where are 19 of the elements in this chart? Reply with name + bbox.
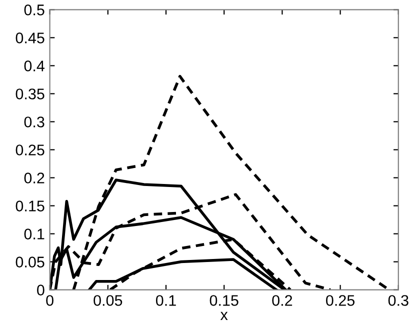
x-tick-label: 0.25 bbox=[326, 295, 355, 306]
y-tick-label: 0.05 bbox=[16, 256, 44, 268]
y-tick-label: 0.5 bbox=[24, 4, 44, 16]
y-tick-label: 0.3 bbox=[24, 116, 44, 128]
y-tick-label: 0.45 bbox=[16, 32, 44, 44]
x-tick-label: 0.1 bbox=[156, 295, 176, 306]
y-tick-label: 0.4 bbox=[24, 60, 44, 72]
x-tick-label: 0.2 bbox=[272, 295, 292, 306]
y-tick-label: 0.1 bbox=[24, 228, 44, 240]
y-tick-label: 0.35 bbox=[16, 88, 44, 100]
y-tick-label: 0.15 bbox=[16, 200, 44, 212]
y-tick-label: 0.2 bbox=[24, 172, 44, 184]
y-tick-label: 0.25 bbox=[16, 144, 44, 156]
x-axis-title: x bbox=[220, 312, 228, 320]
x-tick-label: 0.05 bbox=[94, 295, 122, 306]
x-tick-label: 0.3 bbox=[388, 295, 408, 306]
x-tick-label: 0 bbox=[46, 295, 54, 306]
x-tick-label: 0.15 bbox=[210, 295, 238, 306]
y-tick-label: 0 bbox=[37, 284, 44, 296]
